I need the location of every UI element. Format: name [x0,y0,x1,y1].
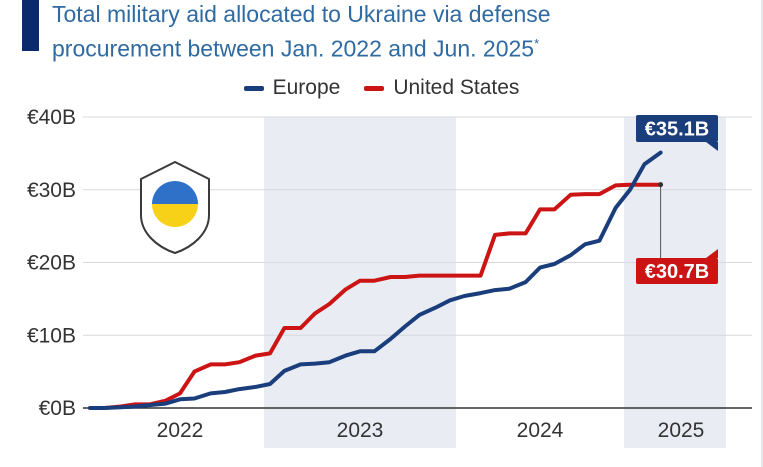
frame-edge [761,0,763,467]
x-axis-labels: 2022 2023 2024 2025 [157,419,705,442]
value-callouts: €35.1B €30.7B [636,115,718,284]
chart-legend: Europe United States [0,76,763,100]
x-tick-label-2022: 2022 [157,419,204,442]
series-line-united-states [88,182,663,410]
chart-title-line-2: procurement between Jan. 2022 and Jun. 2… [52,35,535,62]
y-tick-label-30: €30B [27,179,76,202]
footnote-marker: * [534,36,540,51]
legend-item-united-states: United States [364,76,519,100]
y-tick-label-10: €10B [27,324,76,347]
end-point-united-states [658,182,664,188]
y-tick-label-20: €20B [27,252,76,275]
legend-label-united-states: United States [393,76,520,99]
callout-pointer-united-states [706,249,718,258]
data-label-united-states: €30.7B [645,261,710,283]
callout-box-united-states [636,258,718,284]
legend-item-europe: Europe [243,76,341,100]
series-line-europe [88,150,663,410]
callout-box-europe [636,115,718,142]
chart-title: Total military aid allocated to Ukraine … [52,0,551,64]
x-tick-label-2023: 2023 [337,419,384,442]
x-tick-label-2025: 2025 [658,419,705,442]
chart-title-line-1: Total military aid allocated to Ukraine … [52,1,551,27]
y-tick-label-0: €0B [39,397,76,420]
legend-label-europe: Europe [272,76,341,99]
x-tick-label-2024: 2024 [517,419,564,442]
y-axis-labels: €0B €10B €20B €30B €40B [27,106,76,420]
data-label-europe: €35.1B [645,119,710,141]
legend-swatch-united-states [364,85,385,91]
title-accent-bar [22,0,39,51]
legend-swatch-europe [243,85,264,91]
ukraine-shield-icon [140,161,210,254]
callout-pointer-europe [706,142,718,151]
data-series [88,150,663,410]
y-tick-label-40: €40B [27,106,76,129]
